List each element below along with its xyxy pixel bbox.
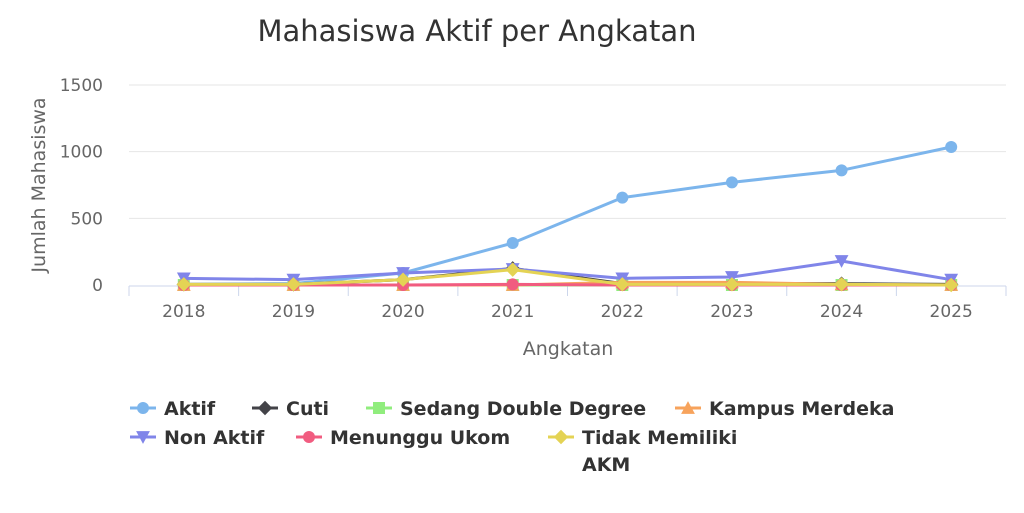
legend-item-menunggu-ukom[interactable]: Menunggu Ukom: [296, 427, 510, 449]
legend-item-cuti[interactable]: Cuti: [252, 398, 329, 420]
legend-marker: [553, 429, 569, 445]
legend-label: Non Aktif: [164, 427, 265, 449]
data-point: [834, 277, 849, 292]
data-point: [395, 272, 411, 287]
legend-marker: [136, 431, 150, 444]
legend-marker: [373, 402, 385, 414]
data-point: [615, 277, 630, 292]
data-point: [616, 191, 629, 204]
x-tick-label: 2018: [162, 302, 205, 322]
legend-marker: [303, 431, 315, 443]
legend-marker: [257, 400, 273, 416]
data-point: [505, 262, 520, 277]
y-tick-label: 0: [92, 276, 103, 296]
y-axis-title: Jumlah Mahasiswa: [28, 97, 50, 273]
series-line: [182, 268, 953, 287]
series-group: [176, 141, 959, 293]
x-tick-label: 2023: [710, 302, 753, 322]
y-tick-label: 1500: [60, 76, 103, 96]
x-axis-title: Angkatan: [523, 338, 614, 360]
data-point: [943, 277, 959, 293]
data-point: [176, 277, 192, 292]
x-tick-label: 2020: [381, 302, 424, 322]
legend-item-tidak-memiliki-akm[interactable]: Tidak Memiliki AKM: [548, 427, 737, 476]
legend-label: Menunggu Ukom: [330, 427, 510, 449]
data-point: [286, 277, 301, 292]
legend-item-kampus-merdeka[interactable]: Kampus Merdeka: [675, 398, 895, 420]
x-tick-label: 2021: [491, 302, 534, 322]
series-line: [182, 259, 953, 282]
legend-label: Aktif: [164, 398, 216, 420]
y-tick-label: 1000: [60, 143, 103, 163]
gridlines: [129, 84, 1006, 219]
legend-label: Kampus Merdeka: [709, 398, 895, 420]
x-axis: 2018 2019 2020 2021 2022 2023 2024 2025: [128, 285, 1007, 322]
series-line: [182, 145, 953, 286]
series-tidak-memiliki-akm: [176, 262, 959, 293]
data-point: [506, 278, 519, 291]
data-point: [506, 237, 519, 249]
data-point: [945, 141, 958, 153]
legend-item-non-aktif[interactable]: Non Aktif: [130, 427, 265, 449]
legend-label: Tidak Memiliki AKM: [582, 427, 737, 476]
legend-label: Sedang Double Degree: [400, 398, 646, 420]
series-aktif: [177, 141, 958, 291]
data-point: [834, 255, 849, 268]
y-axis-ticks: 0 500 1000 1500: [60, 76, 103, 296]
legend-item-sedang-double-degree[interactable]: Sedang Double Degree: [366, 398, 646, 420]
x-tick-label: 2024: [820, 302, 863, 322]
legend-item-aktif[interactable]: Aktif: [130, 398, 216, 420]
data-point: [835, 164, 848, 177]
y-tick-label: 500: [71, 209, 103, 229]
data-point: [725, 176, 738, 189]
x-tick-label: 2025: [930, 302, 973, 322]
legend-marker: [137, 402, 149, 414]
chart-title: Mahasiswa Aktif per Angkatan: [257, 14, 696, 48]
legend-marker: [681, 401, 695, 414]
legend[interactable]: Aktif Cuti Sedang Double Degree Kampus Merd…: [130, 398, 895, 476]
data-point: [724, 277, 740, 292]
x-tick-label: 2022: [601, 302, 644, 322]
legend-label: Cuti: [286, 398, 329, 420]
x-tick-label: 2019: [272, 302, 315, 322]
